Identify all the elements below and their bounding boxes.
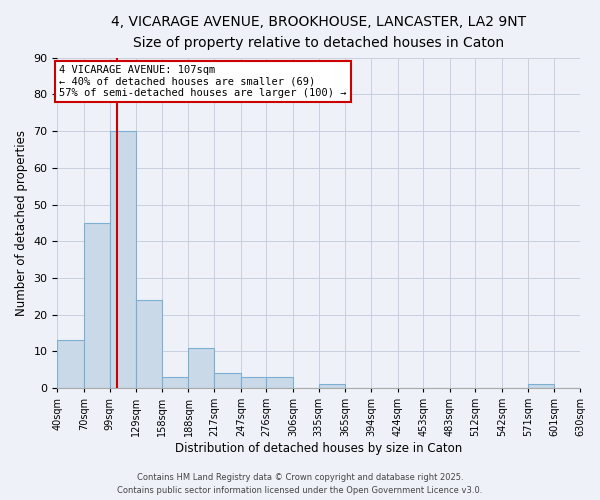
Bar — [188, 348, 214, 388]
X-axis label: Distribution of detached houses by size in Caton: Distribution of detached houses by size … — [175, 442, 463, 455]
Y-axis label: Number of detached properties: Number of detached properties — [15, 130, 28, 316]
Bar — [580, 384, 600, 388]
Text: Contains HM Land Registry data © Crown copyright and database right 2025.
Contai: Contains HM Land Registry data © Crown c… — [118, 474, 482, 495]
Bar — [266, 377, 293, 388]
Bar — [528, 384, 554, 388]
Bar — [58, 340, 84, 388]
Text: 4 VICARAGE AVENUE: 107sqm
← 40% of detached houses are smaller (69)
57% of semi-: 4 VICARAGE AVENUE: 107sqm ← 40% of detac… — [59, 65, 347, 98]
Bar — [162, 377, 188, 388]
Bar — [319, 384, 345, 388]
Bar — [241, 377, 266, 388]
Title: 4, VICARAGE AVENUE, BROOKHOUSE, LANCASTER, LA2 9NT
Size of property relative to : 4, VICARAGE AVENUE, BROOKHOUSE, LANCASTE… — [111, 15, 526, 50]
Bar — [136, 300, 162, 388]
Bar — [84, 223, 110, 388]
Bar — [214, 374, 241, 388]
Bar — [110, 131, 136, 388]
